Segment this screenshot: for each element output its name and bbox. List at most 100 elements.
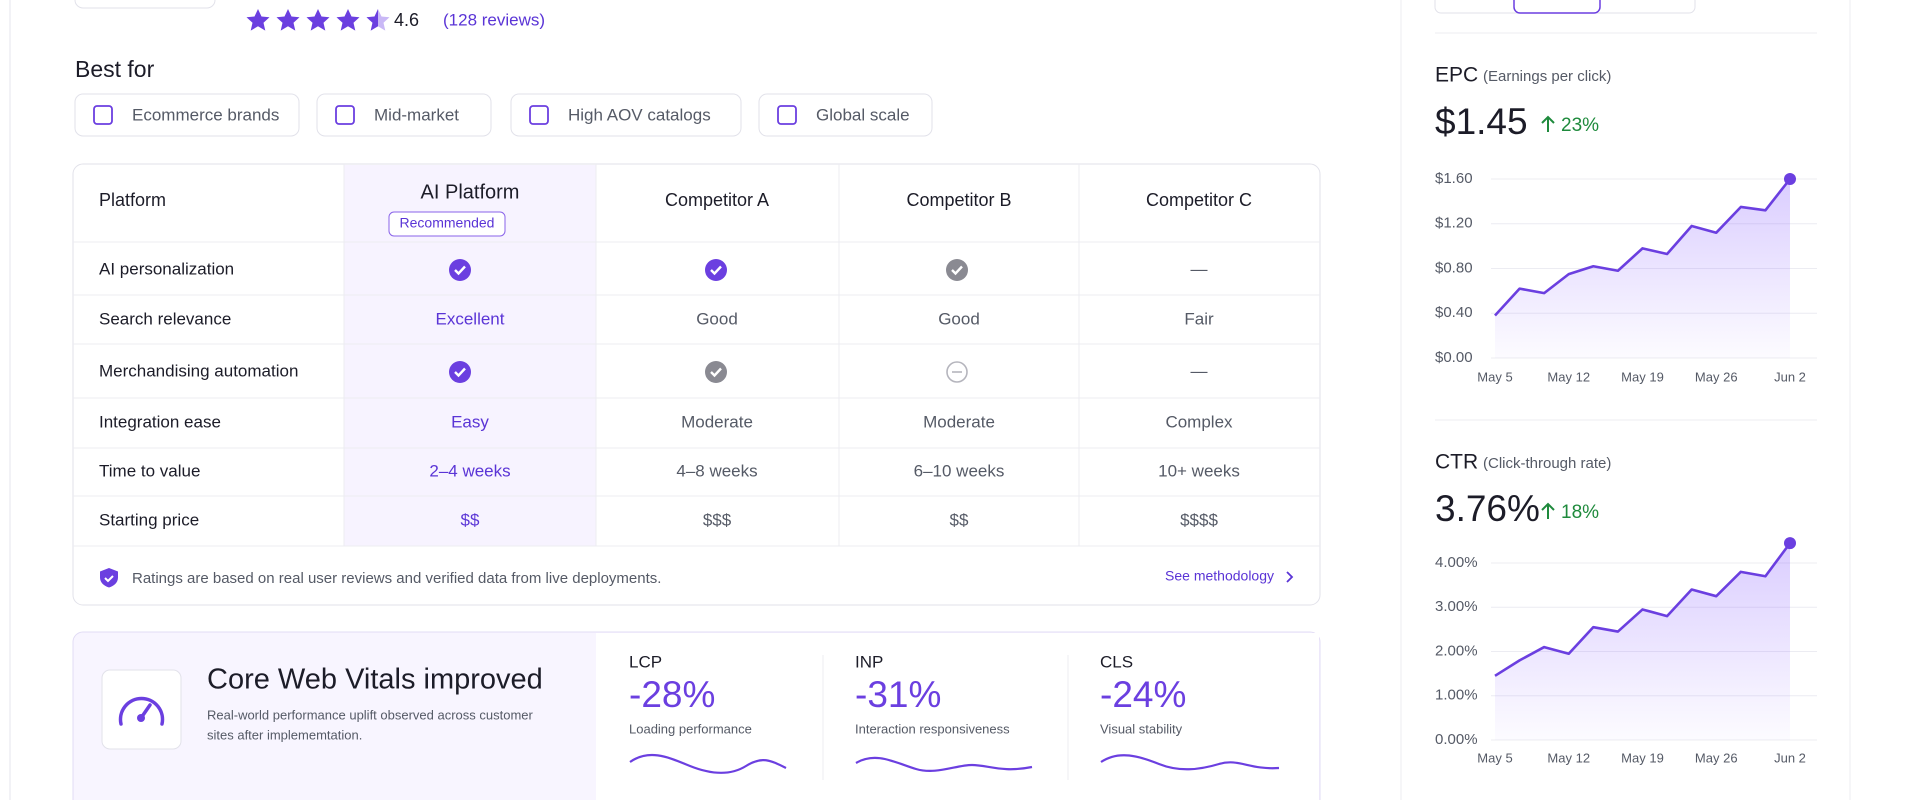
x-tick-label: May 12 [1547, 750, 1590, 765]
chip-icon [777, 105, 797, 125]
y-tick-label: $0.40 [1435, 304, 1473, 321]
metric-name: INP [855, 652, 883, 671]
chevron [1286, 571, 1294, 583]
metric-label: Visual stability [1100, 721, 1183, 736]
x-tick-label: May 5 [1477, 369, 1512, 384]
x-tick-label: May 12 [1547, 369, 1590, 384]
top-pill [74, 0, 216, 9]
y-tick-label: 4.00% [1435, 554, 1478, 571]
segment-active[interactable] [1513, 0, 1601, 14]
cell-icons [449, 259, 968, 383]
x-tick-label: May 26 [1695, 750, 1738, 765]
check-purple [705, 259, 727, 281]
row-label: Starting price [99, 510, 199, 529]
header-cell: Competitor C [1146, 190, 1252, 210]
cell: Excellent [436, 309, 505, 328]
metric-name: LCP [629, 652, 662, 671]
gauge-dot [137, 714, 145, 722]
cell: — [1191, 259, 1208, 278]
chip-icon [335, 105, 355, 125]
cell: Complex [1165, 412, 1233, 431]
row-label: AI personalization [99, 259, 234, 278]
x-tick-label: May 5 [1477, 750, 1512, 765]
chip[interactable] [74, 93, 300, 137]
end-point [1784, 537, 1796, 550]
metric-value: -31% [855, 674, 941, 715]
reviews-link[interactable]: (128 reviews) [443, 10, 545, 29]
badge-text: Recommended [400, 215, 495, 231]
cell: $$$ [703, 510, 732, 529]
metric-value: -28% [629, 674, 715, 715]
chip-icon [93, 105, 113, 125]
y-tick-label: 3.00% [1435, 598, 1478, 615]
row-label: Integration ease [99, 412, 221, 431]
chart-subtitle: (Earnings per click) [1483, 68, 1611, 85]
up-arrow [1541, 115, 1555, 132]
cell: $$ [461, 510, 480, 529]
chart-title: CTR [1435, 451, 1478, 474]
chip[interactable] [316, 93, 492, 137]
cell: Good [938, 309, 980, 328]
x-tick-label: Jun 2 [1774, 369, 1806, 384]
badge [388, 211, 506, 237]
y-tick-label: $0.00 [1435, 349, 1473, 366]
metric-value: -24% [1100, 674, 1186, 715]
x-tick-label: May 19 [1621, 750, 1664, 765]
cell: Moderate [923, 412, 995, 431]
check-purple [449, 361, 471, 383]
x-tick-label: May 26 [1695, 369, 1738, 384]
metric-name: CLS [1100, 652, 1133, 671]
line [1494, 178, 1792, 317]
charts: EPC (Earnings per click) $1.45 23% $0.00 $0.4… [1435, 64, 1817, 765]
chip-icon [529, 105, 549, 125]
chip-label: High AOV catalogs [568, 105, 711, 124]
chip[interactable] [758, 93, 933, 137]
header-cell: Platform [99, 190, 166, 210]
table-note: Ratings are based on real user reviews a… [132, 570, 661, 587]
chip-label: Ecommerce brands [132, 105, 279, 124]
metric-label: Loading performance [629, 721, 752, 736]
chips: Ecommerce brands Mid-market High AOV catal… [74, 93, 933, 137]
kpi-value: 3.76% [1435, 488, 1540, 529]
rating-score: 4.6 [394, 10, 419, 30]
cell: 6–10 weeks [914, 461, 1005, 480]
table: Platform AI Platform Competitor A Competito… [99, 181, 1252, 529]
header-cell: Competitor A [665, 190, 769, 210]
line [1494, 542, 1792, 677]
area [1495, 179, 1790, 358]
metric-label: Interaction responsiveness [855, 721, 1010, 736]
cell: Moderate [681, 412, 753, 431]
x-tick-label: May 19 [1621, 369, 1664, 384]
sparklines [629, 753, 1280, 774]
gauge-box [101, 669, 182, 750]
cell: 2–4 weeks [429, 461, 510, 480]
x-tick-label: Jun 2 [1774, 750, 1806, 765]
shield-check [104, 575, 114, 583]
methodology-link[interactable]: See methodology [1165, 568, 1274, 584]
table-card [72, 163, 1321, 606]
y-tick-label: 1.00% [1435, 687, 1478, 704]
chip[interactable] [510, 93, 742, 137]
y-tick-label: 2.00% [1435, 642, 1478, 659]
chart-title: EPC [1435, 64, 1478, 87]
row-label: Merchandising automation [99, 361, 298, 380]
section-title: Best for [75, 56, 155, 82]
y-tick-label: $1.20 [1435, 215, 1473, 232]
y-tick-label: $0.80 [1435, 259, 1473, 276]
header-cell: AI Platform [421, 181, 520, 203]
table-lines [73, 164, 1320, 547]
check-gray [946, 259, 968, 281]
up-arrow [1541, 502, 1555, 519]
shield-icon [100, 568, 118, 588]
y-tick-label: $1.60 [1435, 170, 1473, 187]
end-point [1784, 173, 1796, 185]
cell: — [1191, 361, 1208, 380]
stars [246, 9, 390, 31]
cell: 10+ weeks [1158, 461, 1240, 480]
kpi-change: 18% [1561, 502, 1599, 523]
row-label: Search relevance [99, 309, 231, 328]
cell: Good [696, 309, 738, 328]
vitals-metrics: LCP -28% Loading performance INP -31% Interac… [629, 652, 1186, 736]
